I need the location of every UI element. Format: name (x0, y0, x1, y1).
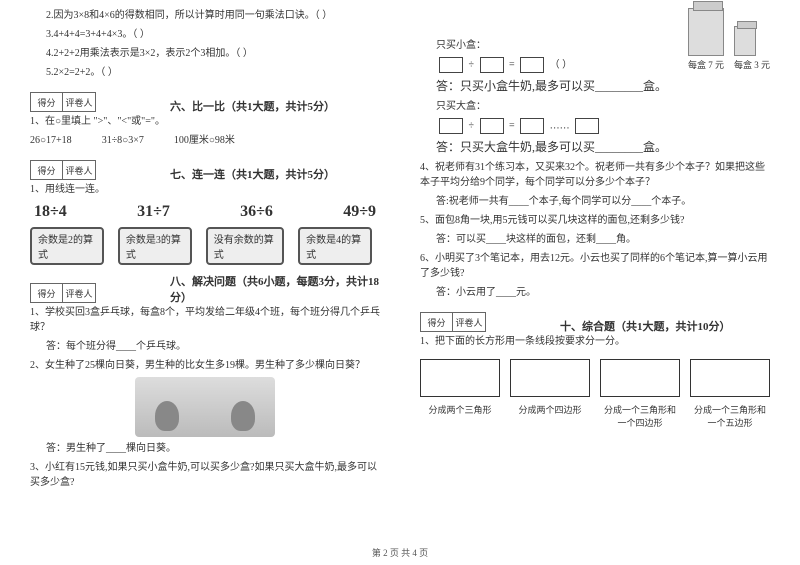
compare-3: 100厘米○98米 (174, 133, 235, 148)
tag-no-remainder: 没有余数的算式 (206, 227, 284, 265)
children-sunflower-illustration (135, 377, 275, 437)
problem-5: 5、面包8角一块,用5元钱可以买几块这样的面包,还剩多少钱? (420, 213, 770, 228)
judge-q2: 2.因为3×8和4×6的得数相同，所以计算时用同一句乘法口诀。（ ） (30, 8, 380, 23)
sec7-q1: 1、用线连一连。 (30, 182, 380, 197)
marker-label: 评卷人 (63, 93, 95, 111)
blank-box[interactable] (480, 57, 504, 73)
problem-6-answer: 答：小云用了____元。 (420, 285, 770, 300)
eq-2: 31÷7 (137, 203, 170, 221)
problem-4-answer: 答:祝老师一共有____个本子,每个同学可以分____个本子。 (420, 194, 770, 209)
eq-1: 18÷4 (34, 203, 67, 221)
eq-4: 49÷9 (343, 203, 376, 221)
blank-box[interactable] (575, 118, 599, 134)
milk-big-icon (688, 8, 724, 56)
rectangle-shape[interactable] (420, 359, 500, 397)
marker-label: 评卷人 (63, 161, 95, 179)
ellipsis: …… (550, 120, 570, 131)
section-10-title: 十、综合题（共1大题，共计10分） (560, 318, 731, 334)
blank-box[interactable] (480, 118, 504, 134)
tag-remainder-2: 余数是2的算式 (30, 227, 104, 265)
section-7-title: 七、连一连（共1大题，共计5分） (170, 166, 335, 182)
answer-big: 答：只买大盒牛奶,最多可以买________盒。 (420, 138, 770, 156)
equal-sym: = (509, 120, 515, 131)
milk-illustration: 每盒 7 元 每盒 3 元 (688, 8, 770, 71)
milk-small-icon (734, 26, 756, 56)
unit-paren: （ ） (550, 59, 573, 70)
rect-1: 分成两个三角形 (420, 359, 500, 429)
blank-box[interactable] (439, 57, 463, 73)
problem-3: 3、小红有15元钱,如果只买小盒牛奶,可以买多少盒?如果只买大盒牛奶,最多可以买… (30, 460, 380, 490)
score-label: 得分 (31, 93, 63, 111)
answer-small: 答：只买小盒牛奶,最多可以买________盒。 (420, 77, 770, 95)
section-6-title: 六、比一比（共1大题，共计5分） (170, 98, 335, 114)
big-equation: ÷ = …… (420, 118, 770, 134)
only-big-label: 只买大盒： (420, 99, 770, 114)
section-8-title: 八、解决问题（共6小题，每题3分，共计18分） (170, 273, 380, 305)
divide-sym: ÷ (469, 120, 475, 131)
score-label: 得分 (421, 313, 453, 331)
marker-label: 评卷人 (63, 284, 95, 302)
problem-5-answer: 答：可以买____块这样的面包，还剩____角。 (420, 232, 770, 247)
blank-box[interactable] (520, 57, 544, 73)
judge-q4: 4.2+2+2用乘法表示是3×2，表示2个3相加。（ ） (30, 46, 380, 61)
divide-sym: ÷ (469, 59, 475, 70)
tag-remainder-3: 余数是3的算式 (118, 227, 192, 265)
problem-2: 2、女生种了25棵向日葵，男生种的比女生多19棵。男生种了多少棵向日葵？ (30, 358, 380, 373)
judge-q3: 3.4+4+4=3+4+4×3。（ ） (30, 27, 380, 42)
rect-4: 分成一个三角形和一个五边形 (690, 359, 770, 429)
rectangle-shape[interactable] (690, 359, 770, 397)
eq-3: 36÷6 (240, 203, 273, 221)
score-label: 得分 (31, 161, 63, 179)
rect-4-label: 分成一个三角形和一个五边形 (690, 403, 770, 429)
page-footer: 第 2 页 共 4 页 (0, 546, 800, 559)
compare-2: 31÷8○3×7 (102, 133, 144, 148)
blank-box[interactable] (439, 118, 463, 134)
problem-1: 1、学校买回3盒乒乓球，每盒8个，平均发给二年级4个班，每个班分得几个乒乓球？ (30, 305, 380, 335)
rect-3-label: 分成一个三角形和一个四边形 (600, 403, 680, 429)
milk-big-price: 每盒 7 元 (688, 58, 724, 71)
rect-3: 分成一个三角形和一个四边形 (600, 359, 680, 429)
problem-4: 4、祝老师有31个练习本，又买来32个。祝老师一共有多少个本子？如果把这些本子平… (420, 160, 770, 190)
rect-1-label: 分成两个三角形 (420, 403, 500, 416)
score-box-6: 得分 评卷人 (30, 92, 96, 112)
rect-2: 分成两个四边形 (510, 359, 590, 429)
marker-label: 评卷人 (453, 313, 485, 331)
rectangle-shape[interactable] (600, 359, 680, 397)
tag-remainder-4: 余数是4的算式 (298, 227, 372, 265)
equal-sym: = (509, 59, 515, 70)
problem-6: 6、小明买了3个笔记本，用去12元。小云也买了同样的6个笔记本,算一算小云用了多… (420, 251, 770, 281)
judge-q5: 5.2×2=2+2。（ ） (30, 65, 380, 80)
problem-1-answer: 答：每个班分得____个乒乓球。 (30, 339, 380, 354)
rect-2-label: 分成两个四边形 (510, 403, 590, 416)
blank-box[interactable] (520, 118, 544, 134)
score-box-8: 得分 评卷人 (30, 283, 96, 303)
sec6-q1: 1、在○里填上 ">"、"<"或"="。 (30, 114, 380, 129)
score-label: 得分 (31, 284, 63, 302)
score-box-10: 得分 评卷人 (420, 312, 486, 332)
compare-1: 26○17+18 (30, 133, 72, 148)
score-box-7: 得分 评卷人 (30, 160, 96, 180)
rectangle-shape[interactable] (510, 359, 590, 397)
problem-2-answer: 答：男生种了____棵向日葵。 (30, 441, 380, 456)
sec10-q1: 1、把下面的长方形用一条线段按要求分一分。 (420, 334, 770, 349)
milk-small-price: 每盒 3 元 (734, 58, 770, 71)
